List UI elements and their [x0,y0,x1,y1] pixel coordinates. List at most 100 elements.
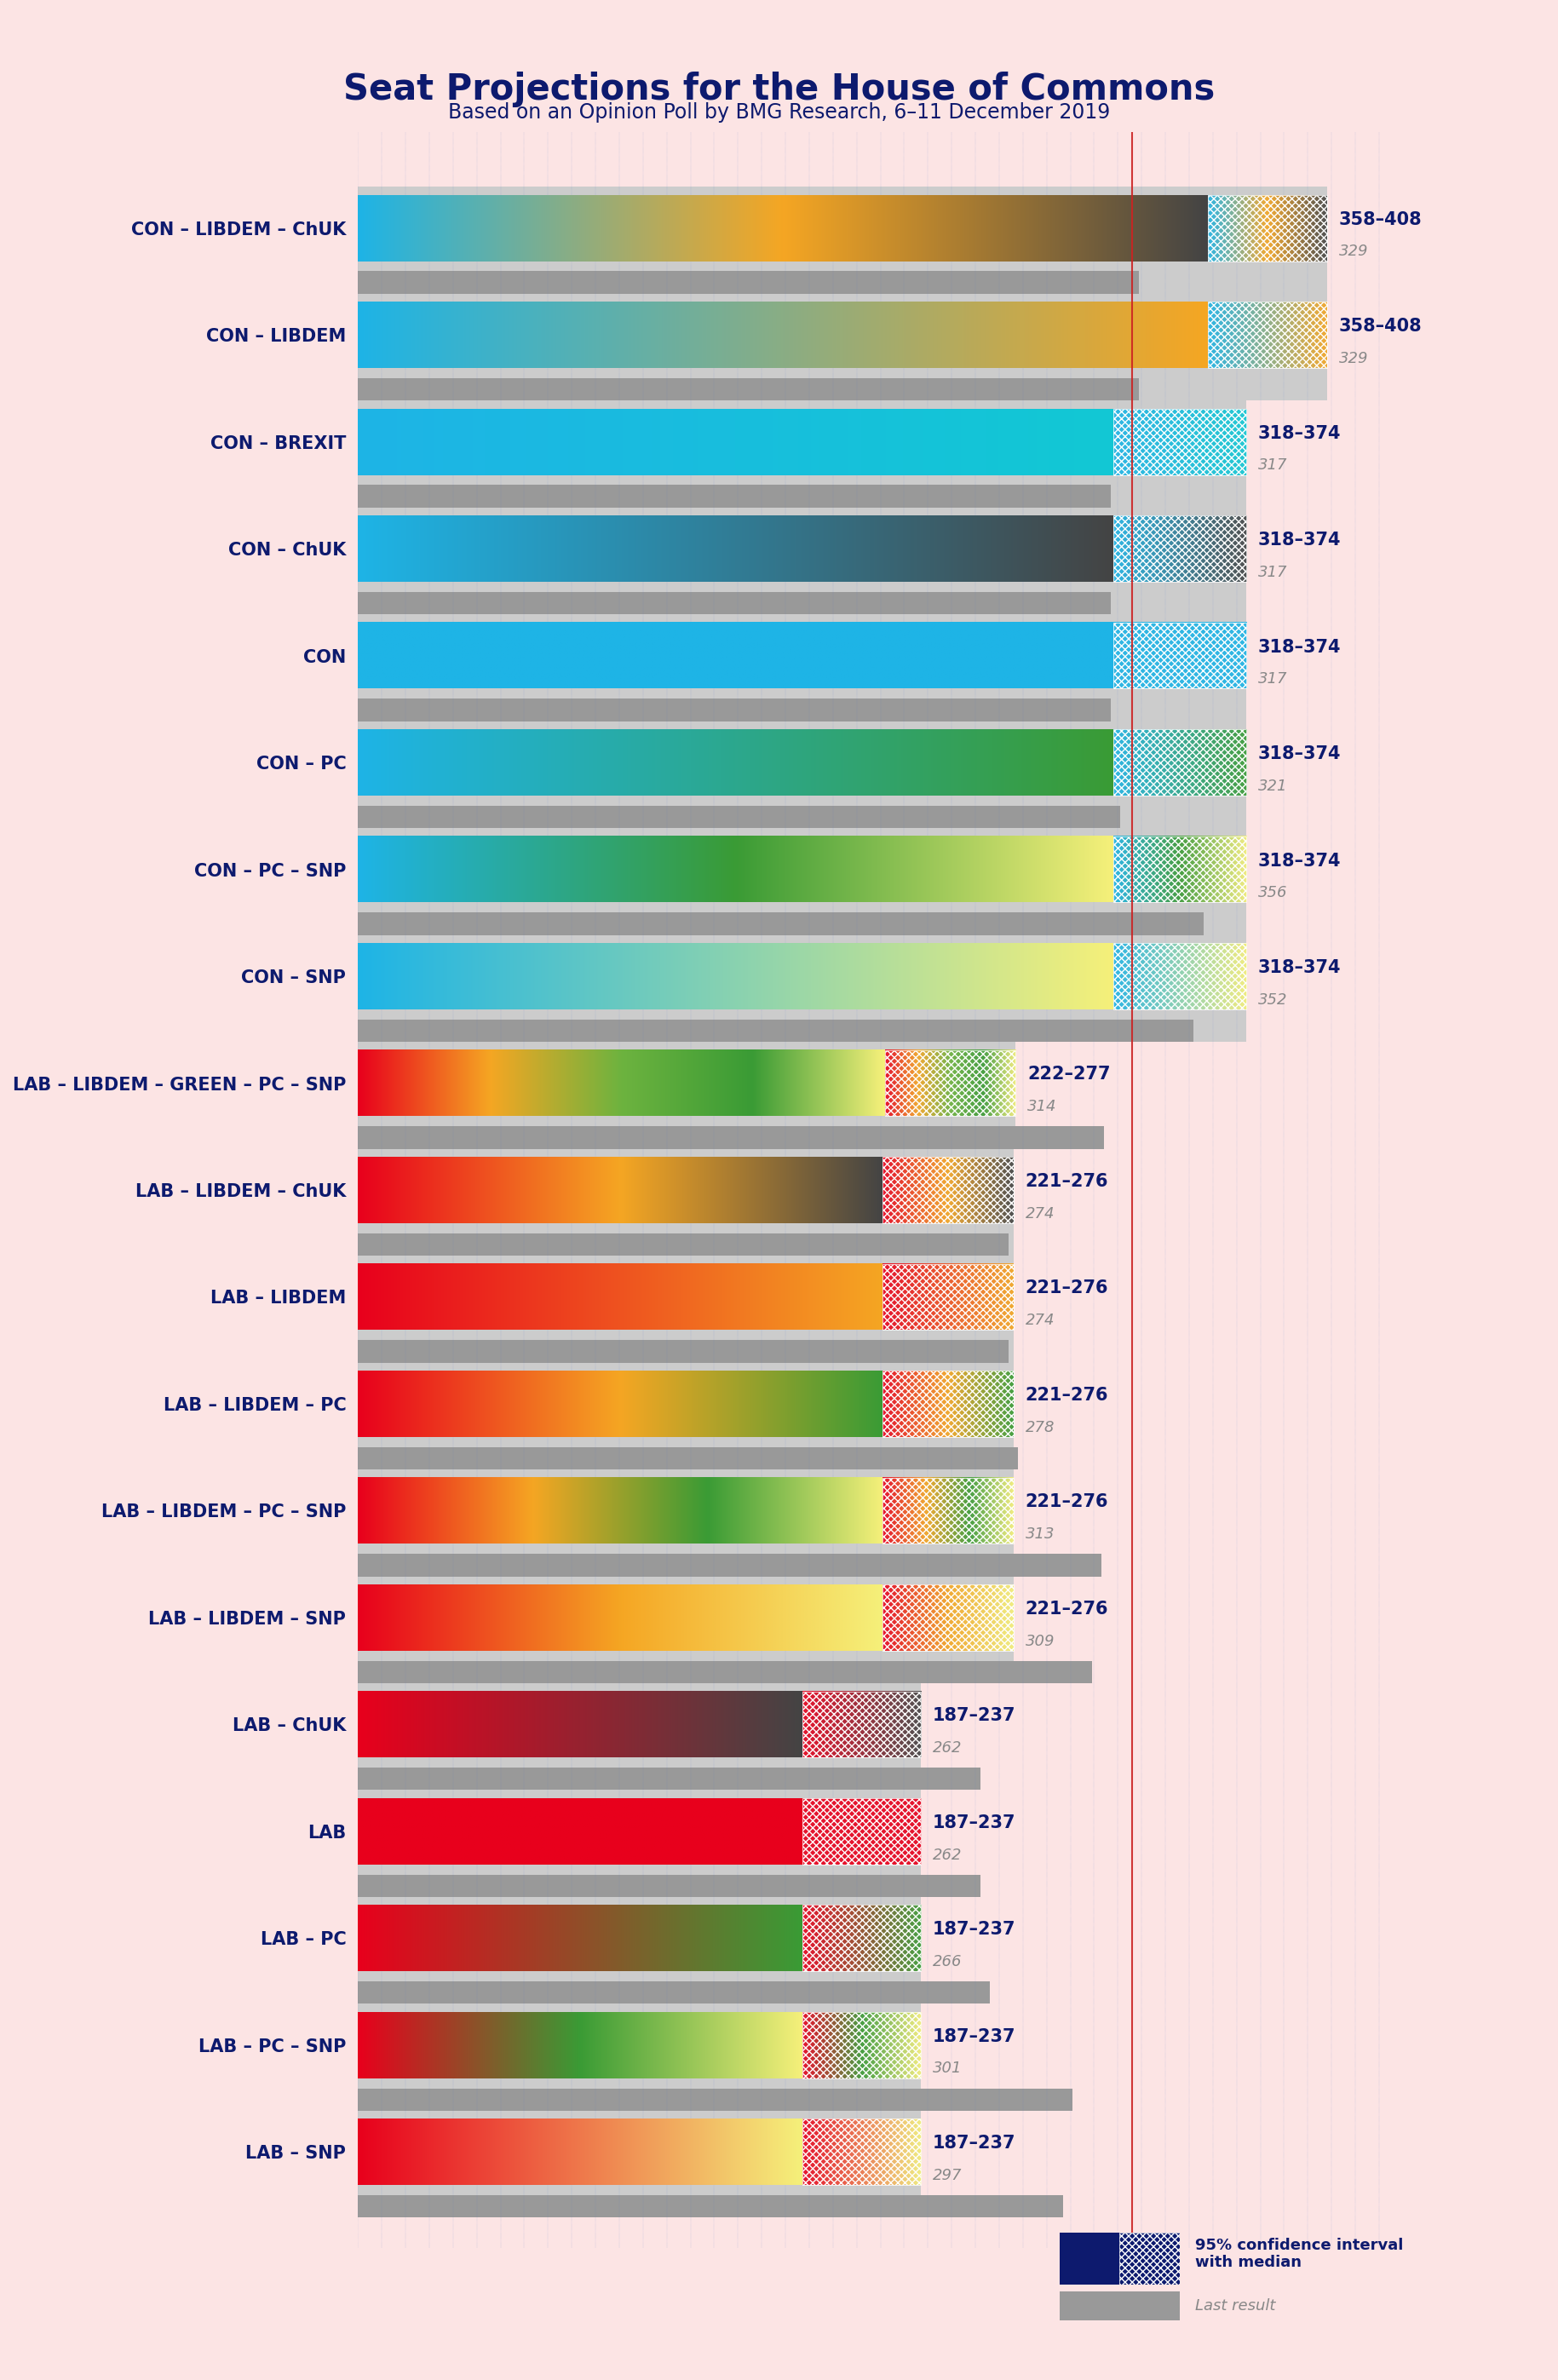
Bar [358,1683,921,1790]
Text: 318–374: 318–374 [1257,745,1341,762]
Text: 352: 352 [1257,992,1287,1007]
Bar [1207,302,1327,369]
Bar [358,1019,1193,1042]
Bar [802,1904,921,1971]
Text: 318–374: 318–374 [1257,424,1341,443]
Text: 221–276: 221–276 [1025,1280,1108,1297]
Text: 266: 266 [933,1954,961,1968]
Bar [358,1447,1017,1468]
Bar [358,1257,1013,1361]
Text: 318–374: 318–374 [1257,852,1341,869]
Bar [358,507,1246,614]
Text: 262: 262 [933,1740,961,1756]
Text: 317: 317 [1257,671,1287,688]
Text: 317: 317 [1257,457,1287,474]
Text: 222–277: 222–277 [1028,1066,1111,1083]
Text: 317: 317 [1257,564,1287,581]
Bar [1112,624,1246,688]
Text: 321: 321 [1257,778,1287,793]
Bar [1112,728,1246,795]
Bar [358,828,1246,935]
Bar [358,1042,1016,1150]
Text: 221–276: 221–276 [1025,1495,1108,1511]
Bar [802,1799,921,1864]
Text: 274: 274 [1025,1207,1055,1221]
Bar [358,1126,1103,1150]
Text: 358–408: 358–408 [1338,212,1422,228]
Bar [358,2004,921,2111]
Bar [358,1150,1013,1257]
Bar [358,1233,1008,1257]
Bar [358,1554,1102,1576]
Text: 221–276: 221–276 [1025,1173,1108,1190]
Text: 318–374: 318–374 [1257,959,1341,976]
Bar [358,2087,1073,2111]
Bar [358,1790,921,1897]
Bar [358,807,1120,828]
Text: 187–237: 187–237 [933,1706,1016,1726]
Bar [358,912,1203,935]
Bar [358,1576,1013,1683]
Bar [358,1983,989,2004]
Bar [358,593,1111,614]
Text: 329: 329 [1338,243,1368,259]
Text: 301: 301 [933,2061,961,2075]
Bar [358,486,1111,507]
Text: Last result: Last result [1195,2299,1276,2313]
Text: 313: 313 [1025,1526,1055,1542]
Bar [358,614,1246,721]
Text: 95% confidence interval
with median: 95% confidence interval with median [1195,2237,1404,2271]
Text: 221–276: 221–276 [1025,1599,1108,1618]
Bar [358,1468,1013,1576]
Text: 309: 309 [1025,1633,1055,1649]
Text: 262: 262 [933,1847,961,1864]
Text: Seat Projections for the House of Commons: Seat Projections for the House of Common… [343,71,1215,107]
Text: 356: 356 [1257,885,1287,900]
Text: 187–237: 187–237 [933,1814,1016,1830]
Text: 221–276: 221–276 [1025,1388,1108,1404]
Bar [885,1050,1016,1116]
Bar [358,271,1139,293]
Text: Based on an Opinion Poll by BMG Research, 6–11 December 2019: Based on an Opinion Poll by BMG Research… [449,102,1109,124]
Bar [358,1768,980,1790]
Bar [358,293,1327,400]
Bar [358,2111,921,2218]
Text: 318–374: 318–374 [1257,638,1341,654]
Bar [883,1264,1013,1330]
Text: 187–237: 187–237 [933,2135,1016,2152]
Text: 278: 278 [1025,1418,1055,1435]
Bar [1112,835,1246,902]
Bar [358,186,1327,293]
Bar [1112,516,1246,581]
Bar [358,700,1111,721]
Bar [883,1371,1013,1438]
Bar [358,1361,1013,1468]
Bar [802,2118,921,2185]
Bar [358,1875,980,1897]
Text: 187–237: 187–237 [933,1921,1016,1937]
Bar [358,935,1246,1042]
Text: 187–237: 187–237 [933,2028,1016,2044]
Text: 318–374: 318–374 [1257,531,1341,550]
Bar [1119,2232,1179,2285]
Bar [358,1340,1008,1361]
Bar [1112,942,1246,1009]
Bar [358,400,1246,507]
Bar [802,2011,921,2078]
Text: 297: 297 [933,2168,961,2182]
Bar [1112,409,1246,476]
Bar [358,1897,921,2004]
Bar [883,1478,1013,1545]
Text: 274: 274 [1025,1314,1055,1328]
Bar [802,1692,921,1756]
Bar [1207,195,1327,262]
Text: 314: 314 [1028,1100,1056,1114]
Bar [358,2194,1063,2218]
Bar [883,1585,1013,1652]
Text: 358–408: 358–408 [1338,319,1422,336]
Bar [358,1661,1092,1683]
Bar [358,721,1246,828]
Text: 329: 329 [1338,350,1368,367]
Bar [883,1157,1013,1223]
Bar [358,378,1139,400]
